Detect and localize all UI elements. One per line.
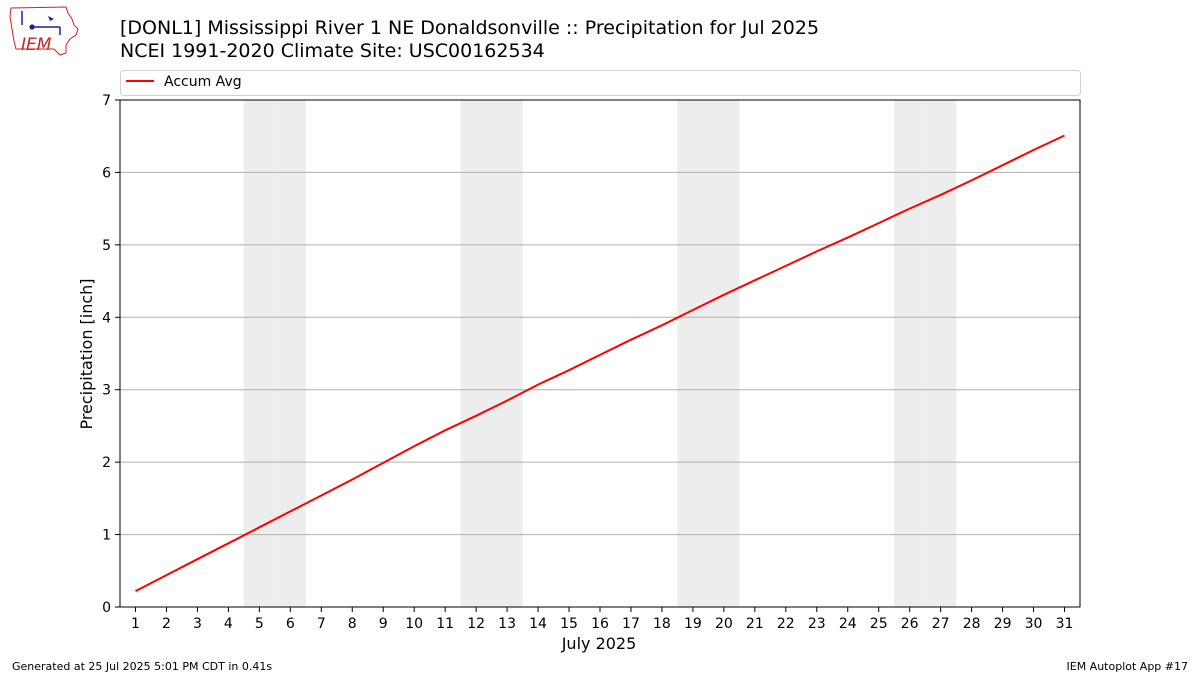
weekend-band-19 bbox=[677, 100, 709, 607]
x-axis-ticks: 1 2 3 4 5 6 7 8 9 10 11 12 13 14 15 16 17 18 19 20 21 22 23 24 2… bbox=[131, 607, 1073, 632]
chart-subtitle: NCEI 1991-2020 Climate Site: USC00162534 bbox=[120, 40, 545, 62]
x-tick-label-14: 14 bbox=[529, 616, 547, 632]
x-tick-label-17: 17 bbox=[622, 616, 640, 632]
y-tick-label-5: 5 bbox=[102, 238, 111, 254]
x-tick-label-15: 15 bbox=[560, 616, 578, 632]
x-tick-label-21: 21 bbox=[746, 616, 764, 632]
y-tick-label-3: 3 bbox=[102, 383, 111, 399]
legend: Accum Avg bbox=[120, 70, 1081, 96]
x-tick-label-30: 30 bbox=[1025, 616, 1043, 632]
chart-title: [DONL1] Mississippi River 1 NE Donaldson… bbox=[120, 17, 820, 39]
weekend-band-20 bbox=[708, 100, 740, 607]
y-axis-ticks: 0 1 2 3 4 5 6 7 bbox=[102, 93, 120, 616]
weekend-band-27 bbox=[925, 100, 957, 607]
x-tick-label-6: 6 bbox=[286, 616, 295, 632]
weekend-band-6 bbox=[274, 100, 306, 607]
y-tick-label-2: 2 bbox=[102, 455, 111, 471]
x-tick-label-23: 23 bbox=[808, 616, 826, 632]
x-tick-label-12: 12 bbox=[467, 616, 485, 632]
weekend-shading bbox=[243, 100, 957, 607]
x-tick-label-10: 10 bbox=[405, 616, 423, 632]
y-tick-label-7: 7 bbox=[102, 93, 111, 109]
x-tick-label-16: 16 bbox=[591, 616, 609, 632]
app-id: IEM Autoplot App #17 bbox=[1066, 660, 1189, 673]
x-axis-label: July 2025 bbox=[561, 634, 637, 653]
y-tick-label-1: 1 bbox=[102, 528, 111, 544]
x-tick-label-1: 1 bbox=[131, 616, 140, 632]
x-tick-label-18: 18 bbox=[653, 616, 671, 632]
weekend-band-5 bbox=[243, 100, 275, 607]
x-tick-label-2: 2 bbox=[162, 616, 171, 632]
x-tick-label-20: 20 bbox=[715, 616, 733, 632]
logo-text: IEM bbox=[21, 35, 52, 55]
y-axis-label: Precipitation [inch] bbox=[77, 278, 96, 429]
series-line-accum-avg bbox=[135, 134, 1065, 592]
y-tick-label-6: 6 bbox=[102, 165, 111, 181]
x-tick-label-5: 5 bbox=[255, 616, 264, 632]
x-tick-label-8: 8 bbox=[348, 616, 357, 632]
x-tick-label-28: 28 bbox=[963, 616, 981, 632]
grid-lines bbox=[120, 171, 1080, 536]
weekend-band-12 bbox=[460, 100, 492, 607]
x-tick-label-31: 31 bbox=[1056, 616, 1074, 632]
weekend-band-13 bbox=[491, 100, 523, 607]
x-tick-label-29: 29 bbox=[994, 616, 1012, 632]
x-tick-label-13: 13 bbox=[498, 616, 516, 632]
x-tick-label-9: 9 bbox=[379, 616, 388, 632]
y-tick-label-4: 4 bbox=[102, 310, 111, 326]
x-tick-label-19: 19 bbox=[684, 616, 702, 632]
x-tick-label-4: 4 bbox=[224, 616, 233, 632]
x-tick-label-27: 27 bbox=[932, 616, 950, 632]
legend-label-accum-avg: Accum Avg bbox=[164, 74, 242, 90]
series-layer bbox=[135, 134, 1065, 592]
x-tick-label-25: 25 bbox=[870, 616, 888, 632]
y-tick-label-0: 0 bbox=[102, 600, 111, 616]
iem-logo: IEM bbox=[9, 6, 79, 56]
weekend-band-26 bbox=[894, 100, 926, 607]
x-tick-label-26: 26 bbox=[901, 616, 919, 632]
x-tick-label-24: 24 bbox=[839, 616, 857, 632]
x-tick-label-11: 11 bbox=[436, 616, 454, 632]
legend-box bbox=[120, 70, 1081, 96]
generated-timestamp: Generated at 25 Jul 2025 5:01 PM CDT in … bbox=[12, 660, 273, 673]
x-tick-label-7: 7 bbox=[317, 616, 326, 632]
x-tick-label-22: 22 bbox=[777, 616, 795, 632]
x-tick-label-3: 3 bbox=[193, 616, 202, 632]
